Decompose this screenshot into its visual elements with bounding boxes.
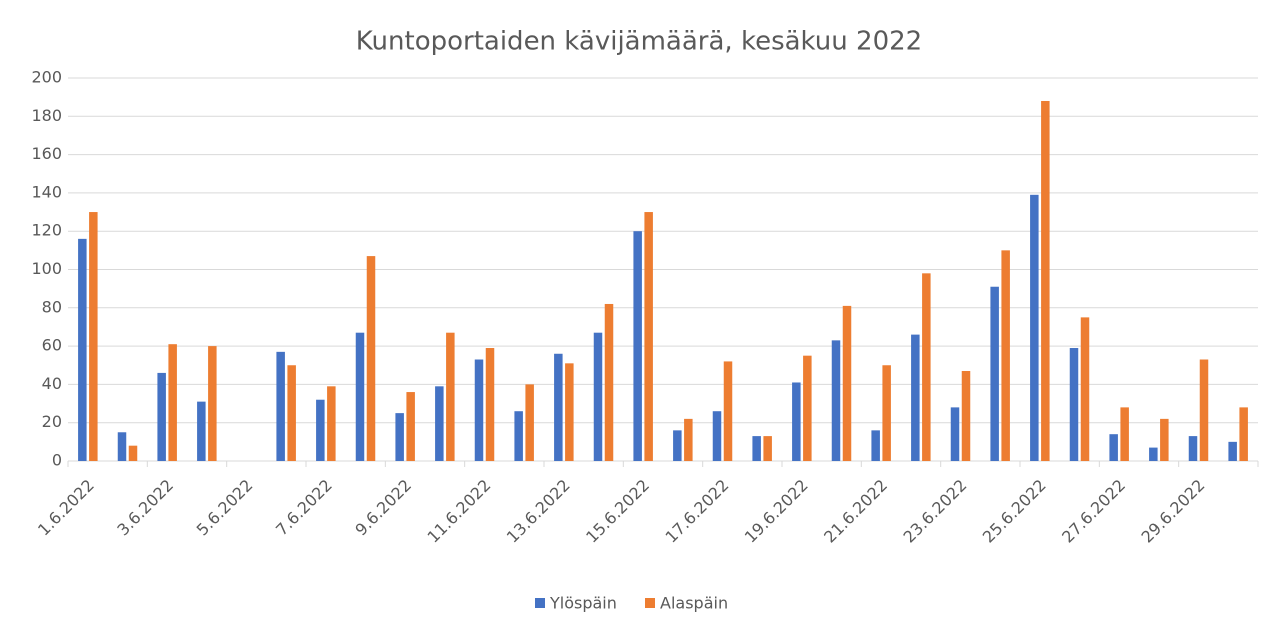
bar — [950, 407, 960, 461]
bar — [276, 351, 285, 461]
x-tick-label: 13.6.2022 — [503, 476, 574, 547]
y-tick-label: 40 — [42, 374, 62, 393]
bar — [554, 353, 563, 461]
y-tick-label: 60 — [42, 336, 62, 355]
y-tick-label: 160 — [31, 144, 62, 163]
y-tick-label: 20 — [42, 412, 62, 431]
bar — [961, 370, 971, 461]
legend-label: Alaspäin — [660, 594, 728, 613]
legend-swatch — [645, 598, 655, 608]
y-tick-label: 120 — [31, 221, 62, 240]
bar — [514, 411, 523, 461]
bar — [1228, 441, 1237, 461]
bar — [1188, 436, 1198, 461]
x-tick-label: 15.6.2022 — [582, 476, 653, 547]
bar — [911, 334, 920, 461]
x-tick-label: 27.6.2022 — [1058, 476, 1129, 547]
x-tick-label: 5.6.2022 — [193, 476, 257, 540]
x-tick-label: 1.6.2022 — [34, 476, 98, 540]
bar — [485, 348, 495, 461]
bar — [1149, 447, 1158, 461]
x-tick-label: 17.6.2022 — [661, 476, 732, 547]
bar — [990, 286, 999, 461]
bar — [157, 372, 166, 461]
bar — [1041, 100, 1050, 461]
bar — [831, 340, 841, 461]
bar — [327, 386, 336, 461]
bar — [803, 355, 812, 461]
bar — [525, 384, 534, 461]
x-tick-label: 21.6.2022 — [820, 476, 891, 547]
y-tick-label: 100 — [31, 259, 62, 278]
bar — [406, 392, 415, 461]
bar — [78, 238, 87, 461]
bar — [89, 212, 98, 461]
bar — [435, 386, 444, 461]
x-tick-label: 19.6.2022 — [741, 476, 812, 547]
y-tick-label: 200 — [31, 68, 62, 87]
x-tick-label: 23.6.2022 — [899, 476, 970, 547]
bar — [446, 332, 455, 461]
x-tick-label: 29.6.2022 — [1137, 476, 1208, 547]
x-tick-label: 11.6.2022 — [423, 476, 494, 547]
x-tick-label: 7.6.2022 — [272, 476, 336, 540]
y-tick-label: 180 — [31, 106, 62, 125]
y-tick-label: 0 — [52, 451, 62, 470]
bar — [633, 231, 642, 461]
bar — [723, 361, 733, 461]
bar — [287, 365, 296, 461]
bar — [593, 332, 603, 461]
bar — [117, 432, 127, 461]
bar — [922, 273, 931, 461]
chart-title: Kuntoportaiden kävijämäärä, kesäkuu 2022 — [356, 27, 922, 57]
bar — [128, 445, 138, 461]
bar — [1120, 407, 1129, 461]
bar — [842, 305, 852, 461]
bar — [208, 346, 217, 461]
bar — [673, 430, 682, 461]
bar — [1239, 407, 1248, 461]
y-tick-label: 80 — [42, 297, 62, 316]
bar — [197, 401, 206, 461]
bar — [1160, 418, 1169, 461]
x-tick-label: 25.6.2022 — [979, 476, 1050, 547]
x-tick-label: 3.6.2022 — [113, 476, 177, 540]
bar — [604, 303, 614, 461]
bar — [316, 399, 325, 461]
bar — [882, 365, 891, 461]
bar — [712, 411, 722, 461]
bar — [565, 363, 574, 461]
bar — [395, 413, 404, 461]
bar — [1109, 434, 1118, 461]
bar — [1080, 317, 1090, 461]
bar — [792, 382, 801, 461]
bar — [168, 344, 177, 461]
bar — [474, 359, 484, 461]
legend-swatch — [535, 598, 545, 608]
y-tick-label: 140 — [31, 182, 62, 201]
bar — [684, 418, 693, 461]
bar — [871, 430, 880, 461]
bar — [763, 436, 772, 461]
bar — [1199, 359, 1209, 461]
bar — [752, 436, 761, 461]
legend-label: Ylöspäin — [549, 594, 617, 613]
bar — [1001, 250, 1010, 461]
bar — [366, 256, 376, 461]
x-tick-label: 9.6.2022 — [351, 476, 415, 540]
bar — [1030, 194, 1039, 461]
bar — [644, 212, 653, 461]
bar — [355, 332, 365, 461]
bar — [1069, 348, 1079, 461]
